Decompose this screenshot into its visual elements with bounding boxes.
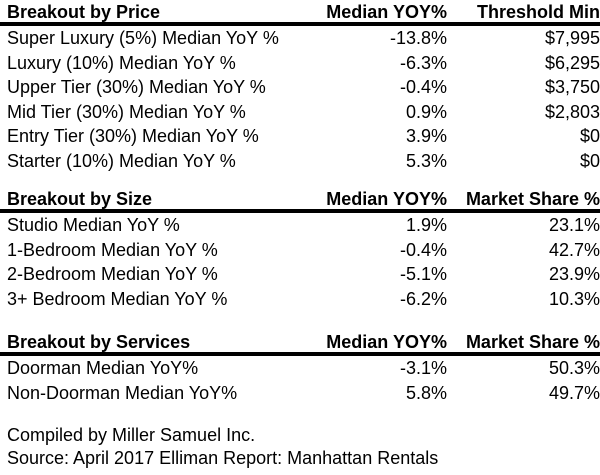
row-label: Entry Tier (30%) Median YoY % [7,126,259,146]
header-row: Breakout by Size Median YOY% Market Shar… [0,189,600,213]
median-yoy-value: -0.4% [399,239,447,260]
table-row: Entry Tier (30%) Median YoY % 3.9% $0 [0,124,600,149]
row-label: Non-Doorman Median YoY% [7,382,238,403]
row-label: Starter (10%) Median YoY % [7,150,236,171]
row-label: Doorman Median YoY% [7,358,199,378]
median-yoy-value: -5.1% [399,264,447,284]
table-row: Upper Tier (30%) Median YoY % -0.4% $3,7… [0,75,600,100]
threshold-min-value: $3,750 [544,77,600,97]
row-label: 2-Bedroom Median YoY % [7,264,218,284]
column-header-market-share: Market Share % [447,332,600,356]
table-row: Doorman Median YoY% -3.1% 50.3% [0,354,600,381]
market-share-value: 42.7% [548,239,600,260]
median-yoy-value: -6.3% [399,52,447,73]
table-row: 1-Bedroom Median YoY % -0.4% 42.7% [0,238,600,263]
header-row: Breakout by Services Median YOY% Market … [0,332,600,356]
breakout-by-price-table: Breakout by Price Median YOY% Threshold … [0,2,600,173]
table-title-size: Breakout by Size [0,189,297,213]
median-yoy-value: 0.9% [405,101,447,122]
row-label: Studio Median YoY % [7,215,180,235]
median-yoy-value: 3.9% [405,126,447,146]
table-row: Luxury (10%) Median YoY % -6.3% $6,295 [0,51,600,76]
table-row: 3+ Bedroom Median YoY % -6.2% 10.3% [0,287,600,312]
median-yoy-value: -6.2% [399,288,447,309]
table-row: Mid Tier (30%) Median YoY % 0.9% $2,803 [0,100,600,125]
header-row: Breakout by Price Median YOY% Threshold … [0,2,600,26]
threshold-min-value: $6,295 [544,52,600,73]
median-yoy-value: 5.3% [405,150,447,171]
table-row: Super Luxury (5%) Median YoY % -13.8% $7… [0,24,600,51]
market-share-value: 23.9% [548,264,600,284]
row-label: Super Luxury (5%) Median YoY % [7,28,279,48]
column-header-median-yoy: Median YOY% [297,332,447,356]
table-row: Non-Doorman Median YoY% 5.8% 49.7% [0,381,600,406]
compiled-by-line: Compiled by Miller Samuel Inc. [7,425,256,445]
threshold-min-value: $0 [579,150,600,171]
row-label: Mid Tier (30%) Median YoY % [7,101,246,122]
threshold-min-value: $0 [579,126,600,146]
table-title-services: Breakout by Services [0,332,297,356]
column-header-threshold-min: Threshold Min [447,2,600,26]
column-header-median-yoy: Median YOY% [297,2,447,26]
breakout-by-services-table: Breakout by Services Median YOY% Market … [0,332,600,405]
row-label: 1-Bedroom Median YoY % [7,239,218,260]
column-header-market-share: Market Share % [447,189,600,213]
row-label: 3+ Bedroom Median YoY % [7,288,228,309]
market-share-value: 50.3% [548,358,600,378]
table-title-price: Breakout by Price [0,2,297,26]
breakout-by-size-table: Breakout by Size Median YOY% Market Shar… [0,189,600,311]
median-yoy-value: 1.9% [405,215,447,235]
median-yoy-value: -3.1% [399,358,447,378]
median-yoy-value: 5.8% [405,382,447,403]
threshold-min-value: $7,995 [544,28,600,48]
row-label: Upper Tier (30%) Median YoY % [7,77,266,97]
table-row: 2-Bedroom Median YoY % -5.1% 23.9% [0,262,600,287]
market-share-value: 23.1% [548,215,600,235]
row-label: Luxury (10%) Median YoY % [7,52,236,73]
market-share-value: 10.3% [548,288,600,309]
threshold-min-value: $2,803 [544,101,600,122]
median-yoy-value: -0.4% [399,77,447,97]
table-row: Starter (10%) Median YoY % 5.3% $0 [0,149,600,174]
source-line: Source: April 2017 Elliman Report: Manha… [7,448,439,468]
median-yoy-value: -13.8% [389,28,447,48]
column-header-median-yoy: Median YOY% [297,189,447,213]
table-row: Studio Median YoY % 1.9% 23.1% [0,211,600,238]
footer: Compiled by Miller Samuel Inc. Source: A… [0,424,600,470]
market-share-value: 49.7% [548,382,600,403]
